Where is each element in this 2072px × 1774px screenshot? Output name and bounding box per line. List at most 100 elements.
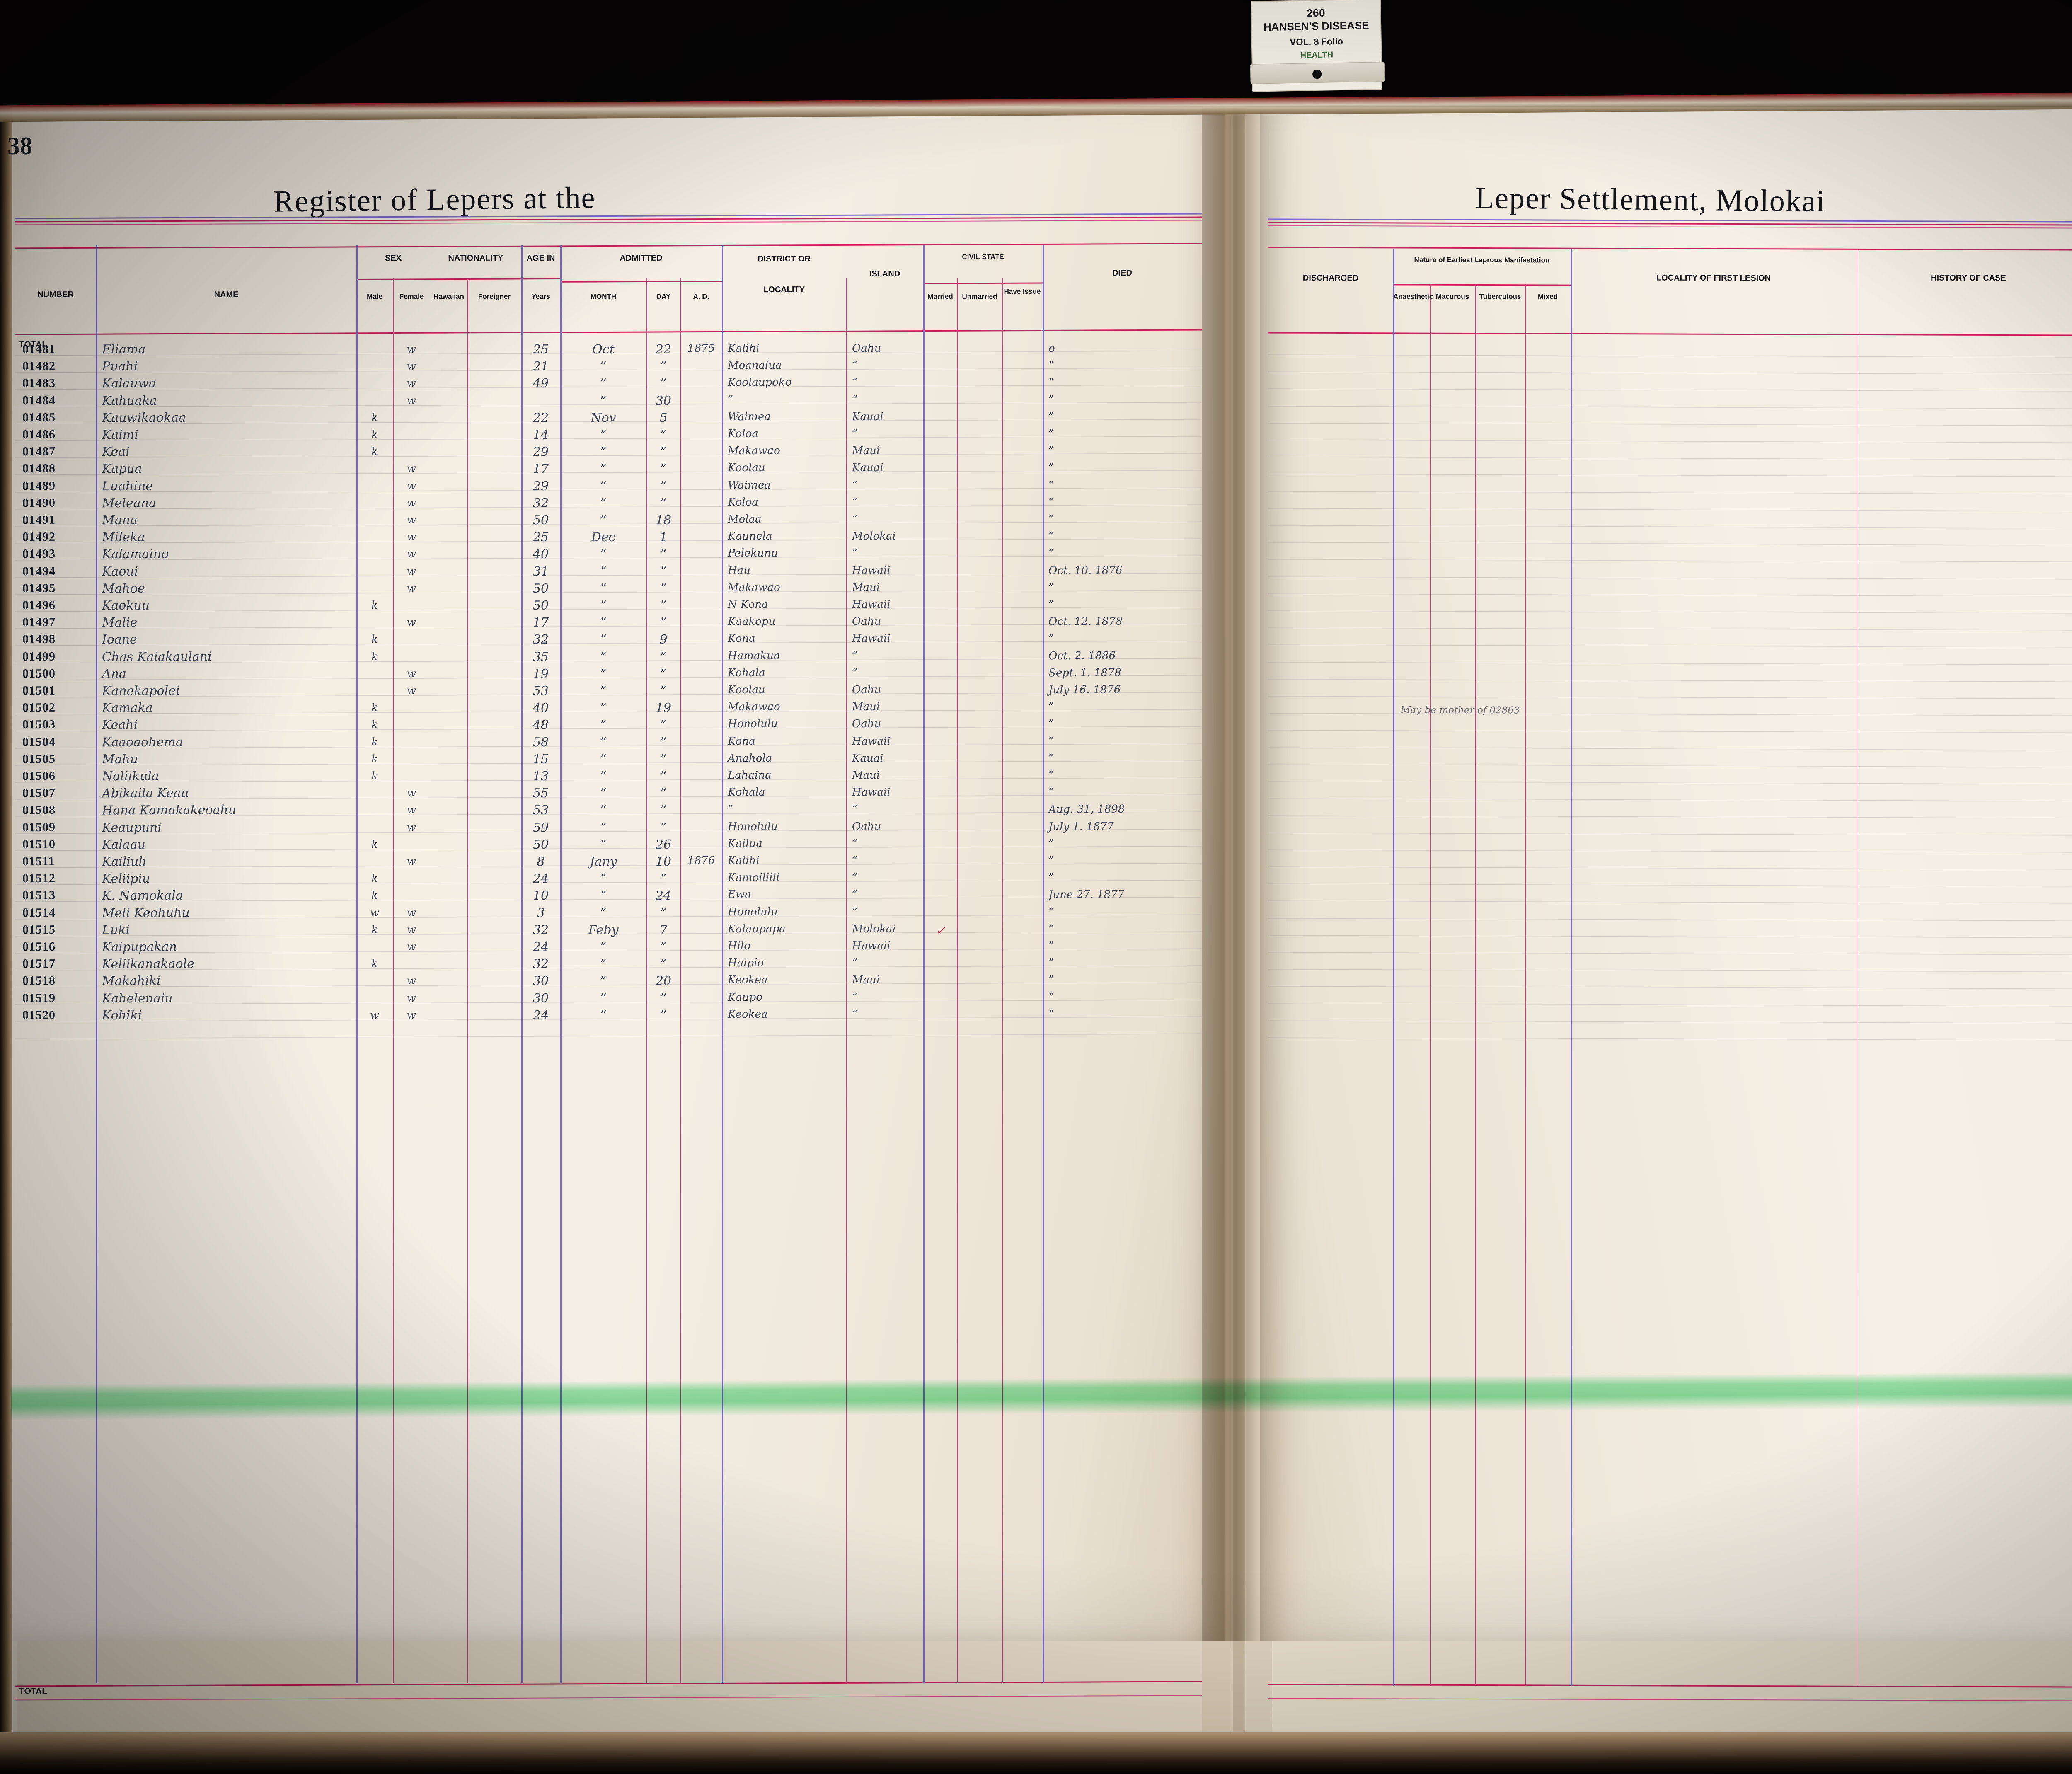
row-admitted-month: ” — [600, 718, 607, 733]
row-sex-female: w — [407, 992, 416, 1004]
row-age: 13 — [533, 769, 549, 784]
row-age: 53 — [533, 683, 549, 699]
row-died: Oct. 12. 1878 — [1048, 615, 1123, 628]
row-sex-female: w — [407, 787, 416, 800]
row-age: 24 — [533, 871, 549, 886]
row-name: Ana — [102, 666, 126, 681]
row-sex-male: w — [370, 1009, 380, 1021]
row-locality: Waimea — [727, 410, 771, 423]
row-admitted-month: ” — [600, 769, 607, 784]
row-number: 01495 — [22, 581, 56, 595]
row-died: ” — [1048, 479, 1054, 491]
row-number: 01508 — [22, 803, 56, 817]
fore-edge-left — [0, 106, 12, 1747]
row-admitted-month: ” — [600, 974, 607, 989]
row-locality: Keokea — [727, 1008, 768, 1021]
row-admitted-day: ” — [660, 786, 667, 801]
row-admitted-month: ” — [600, 359, 607, 374]
row-locality: Kamoiliili — [727, 871, 780, 884]
row-island: ” — [852, 803, 858, 816]
row-island: Maui — [852, 581, 880, 594]
tab-subject: HANSEN'S DISEASE — [1263, 19, 1369, 34]
row-died: ” — [1048, 718, 1054, 731]
row-died: ” — [1048, 632, 1054, 645]
row-island: ” — [852, 427, 858, 440]
row-locality: Kaupo — [727, 991, 763, 1004]
row-sex-male: k — [371, 838, 378, 851]
row-admitted-day: 9 — [659, 632, 668, 647]
row-admitted-month: ” — [600, 479, 607, 494]
row-age: 14 — [533, 427, 549, 443]
row-number: 01515 — [22, 922, 56, 937]
tab-agency: HEALTH — [1300, 50, 1334, 60]
row-name: Malie — [102, 615, 138, 630]
row-name: Kapua — [102, 462, 142, 477]
row-name: Chas Kaiakaulani — [102, 649, 212, 665]
row-died: ” — [1048, 393, 1054, 406]
row-admitted-month: ” — [600, 564, 607, 579]
row-locality: Kaunela — [727, 530, 772, 543]
pencil-annotation: May be mother of 02863 — [1400, 704, 1520, 716]
row-island: Oahu — [852, 820, 881, 833]
row-island: Molokai — [852, 922, 896, 935]
row-sex-male: k — [371, 958, 378, 970]
row-admitted-month: ” — [600, 939, 607, 955]
row-age: 21 — [533, 359, 549, 374]
row-number: 01501 — [22, 683, 56, 698]
row-locality: Lahaina — [727, 769, 772, 782]
row-island: ” — [852, 649, 858, 662]
page-title-left: Register of Lepers at the — [273, 181, 596, 219]
row-locality: Koloa — [727, 427, 758, 440]
row-name: Keahi — [102, 718, 138, 733]
row-name: Hana Kamakakeoahu — [102, 803, 237, 818]
row-admitted-month: ” — [600, 615, 607, 630]
row-number: 01484 — [22, 393, 56, 407]
row-name: Keliipiu — [102, 871, 150, 886]
row-name: Mana — [102, 513, 138, 528]
row-name: Luahine — [102, 479, 153, 494]
row-locality: ” — [727, 803, 733, 816]
total-top-left: TOTAL — [19, 340, 48, 349]
row-admitted-day: ” — [660, 376, 667, 391]
row-locality: ” — [727, 393, 733, 406]
row-name: Naliikula — [102, 769, 159, 784]
row-died: ” — [1048, 598, 1054, 611]
row-number: 01486 — [22, 427, 56, 442]
row-name: Kailiuli — [102, 854, 147, 869]
row-died: ” — [1048, 957, 1054, 970]
row-island: Molokai — [852, 530, 896, 543]
header-locality-first-lesion: LOCALITY OF FIRST LESION — [1656, 273, 1771, 283]
row-admitted-day: ” — [660, 462, 667, 477]
header-sex: SEX — [385, 253, 402, 263]
row-locality: Ewa — [727, 888, 751, 901]
page-number-left: 38 — [7, 132, 32, 160]
row-island: ” — [852, 393, 858, 406]
row-sex-female: w — [407, 343, 416, 356]
row-locality: Koolau — [727, 462, 765, 474]
tab-volume: VOL. 8 Folio — [1290, 36, 1343, 48]
row-admitted-day: 26 — [655, 837, 672, 852]
row-died: ” — [1048, 427, 1054, 440]
row-age: 32 — [533, 496, 549, 511]
row-admitted-month: ” — [600, 393, 607, 408]
row-name: Mahu — [102, 752, 138, 767]
row-died: ” — [1048, 991, 1054, 1004]
row-name: Kahuaka — [102, 393, 157, 408]
row-age: 30 — [533, 991, 549, 1006]
row-island: Kauai — [852, 410, 884, 423]
row-name: Makahiki — [102, 974, 161, 989]
row-died: ” — [1048, 922, 1054, 935]
row-died: ” — [1048, 752, 1054, 765]
row-age: 19 — [533, 666, 549, 681]
row-sex-female: w — [407, 479, 416, 492]
row-admitted-day: ” — [660, 1008, 667, 1023]
row-island: Kauai — [852, 752, 884, 765]
row-died: ” — [1048, 359, 1054, 372]
row-age: 32 — [533, 957, 549, 972]
row-name: Eliama — [102, 342, 146, 357]
row-name: Kahelenaiu — [102, 991, 173, 1006]
row-sex-male: k — [371, 599, 378, 612]
row-island: ” — [852, 991, 858, 1004]
row-island: ” — [852, 888, 858, 901]
